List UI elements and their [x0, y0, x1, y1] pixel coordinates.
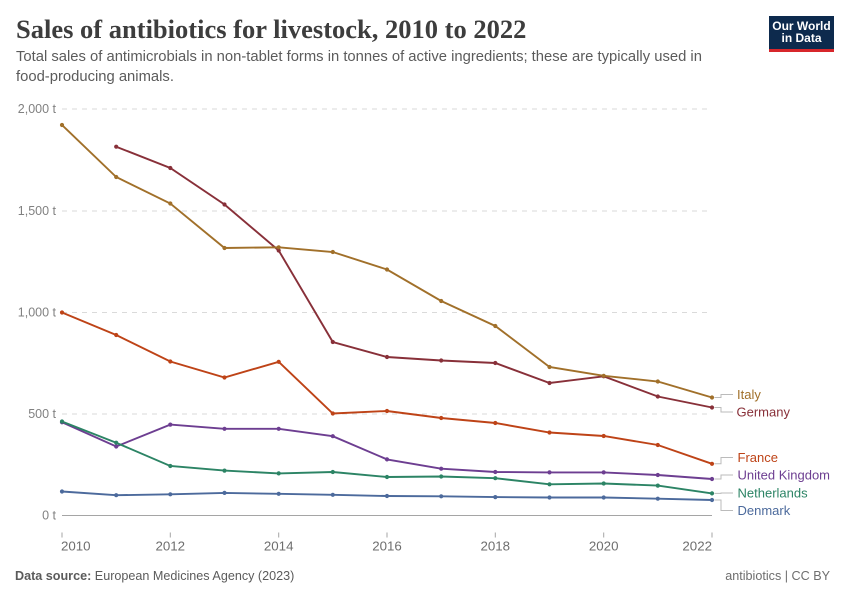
- svg-text:1,500 t: 1,500 t: [18, 204, 57, 218]
- svg-text:United Kingdom: United Kingdom: [738, 468, 831, 483]
- svg-text:Netherlands: Netherlands: [738, 486, 809, 501]
- svg-text:2018: 2018: [481, 539, 511, 554]
- svg-text:2020: 2020: [589, 539, 619, 554]
- svg-text:2014: 2014: [264, 539, 294, 554]
- svg-text:Denmark: Denmark: [738, 503, 791, 518]
- svg-text:2022: 2022: [682, 539, 712, 554]
- svg-text:0 t: 0 t: [42, 509, 56, 523]
- svg-text:2016: 2016: [372, 539, 402, 554]
- svg-text:500 t: 500 t: [28, 407, 56, 421]
- svg-text:Germany: Germany: [737, 405, 791, 420]
- svg-text:2,000 t: 2,000 t: [18, 102, 57, 116]
- svg-text:2012: 2012: [156, 539, 186, 554]
- svg-text:Italy: Italy: [737, 387, 761, 402]
- svg-text:France: France: [738, 450, 778, 465]
- svg-text:1,000 t: 1,000 t: [18, 306, 57, 320]
- svg-text:2010: 2010: [61, 539, 91, 554]
